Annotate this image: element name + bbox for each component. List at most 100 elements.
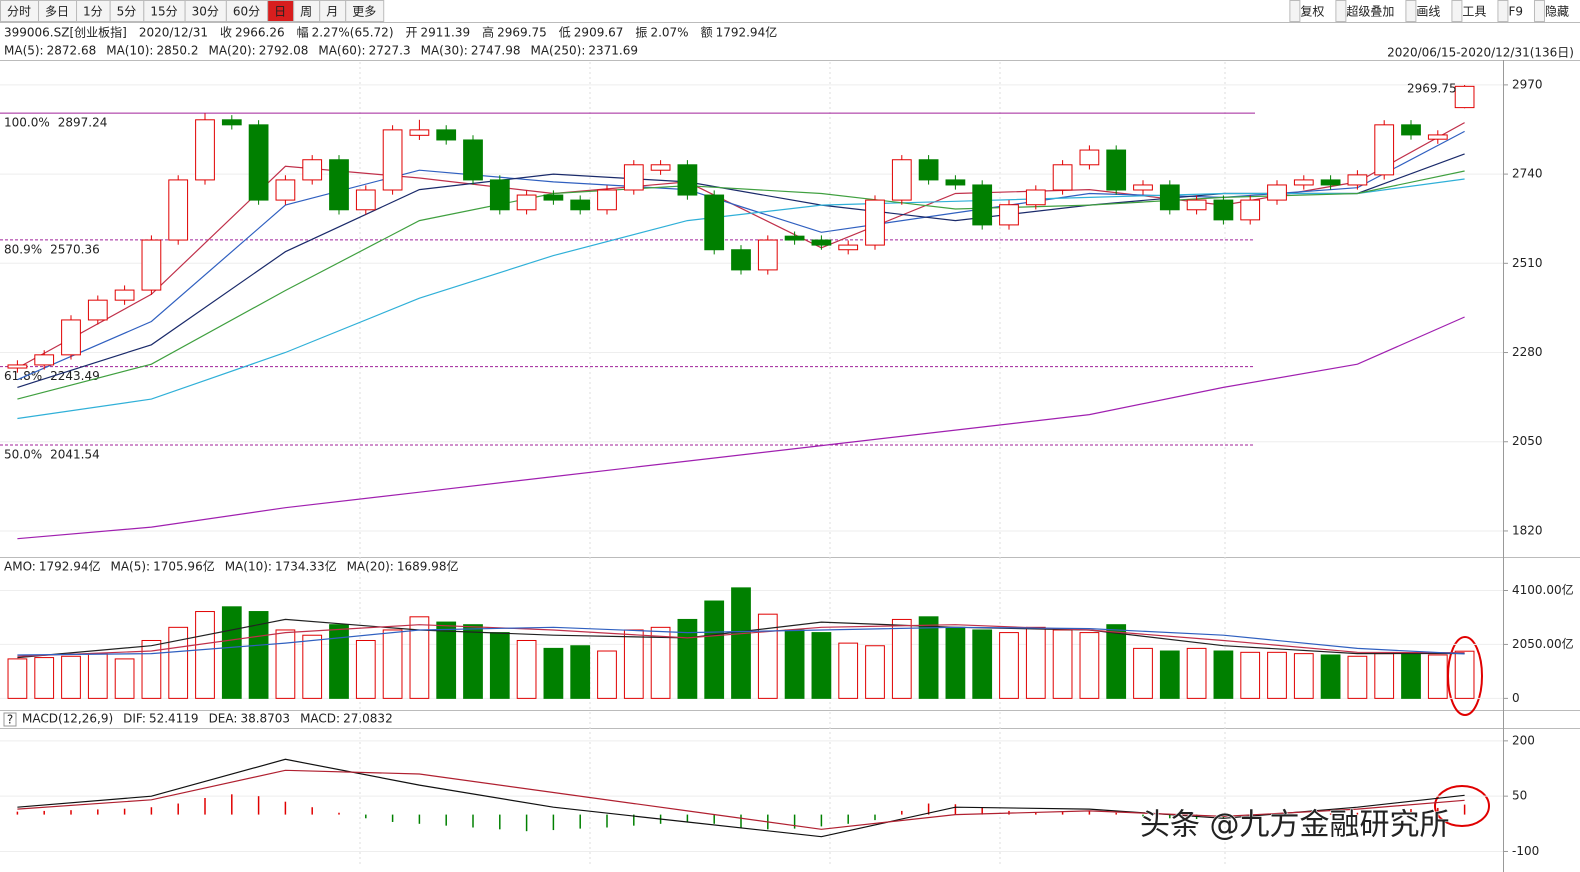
toolbar-label[interactable]: 多日 <box>45 5 69 19</box>
y-tick-label: 2740 <box>1512 167 1543 181</box>
ma-line <box>17 626 1465 656</box>
toolbar-label[interactable]: 月 <box>326 5 338 19</box>
volume-bar <box>1401 653 1421 699</box>
toolbar-button[interactable] <box>345 0 385 22</box>
help-box[interactable] <box>3 712 17 727</box>
candle-body <box>516 194 537 211</box>
quote-label: 开 <box>406 26 418 40</box>
toolbar-button[interactable] <box>1335 0 1347 22</box>
candle-body <box>1240 199 1261 221</box>
toolbar-button[interactable] <box>1451 0 1463 22</box>
volume-bar <box>302 634 323 699</box>
candle-body <box>463 139 483 181</box>
quote-date: 2020/12/31 <box>139 26 208 40</box>
ma-line <box>17 178 1465 420</box>
toolbar-label[interactable]: 日 <box>274 5 286 19</box>
toolbar-label[interactable]: 分时 <box>7 5 31 19</box>
toolbar-label[interactable]: 隐藏 <box>1545 5 1569 19</box>
legend-value: 2727.3 <box>369 44 411 58</box>
help-icon[interactable]: ? <box>7 713 13 727</box>
candle-body <box>1320 179 1341 186</box>
volume-bar <box>1213 650 1234 699</box>
volume-bar <box>141 639 162 699</box>
candle-body <box>114 289 135 301</box>
toolbar-label[interactable]: 15分 <box>150 5 177 19</box>
candle-body <box>945 179 966 186</box>
candle-body <box>382 129 403 191</box>
volume-bar <box>731 587 751 699</box>
toolbar-label[interactable]: 复权 <box>1300 5 1324 19</box>
candle-body <box>302 159 323 181</box>
legend-value: 2850.2 <box>156 44 198 58</box>
volume-bar <box>248 611 269 699</box>
volume-bar <box>1025 626 1046 699</box>
candle-body <box>838 244 859 251</box>
ma-line <box>17 618 1465 659</box>
toolbar-label[interactable]: 工具 <box>1462 5 1486 19</box>
legend-label: MA(5): <box>4 44 44 58</box>
toolbar-button[interactable] <box>1497 0 1509 22</box>
candle-body <box>650 164 671 171</box>
quote-value: 1792.94亿 <box>716 25 778 40</box>
volume-bar <box>275 629 296 699</box>
legend-value: 27.0832 <box>343 712 393 726</box>
candle-body <box>1267 184 1287 201</box>
y-tick-label: -100 <box>1512 844 1539 858</box>
candle-body <box>570 199 591 211</box>
volume-bar <box>1293 653 1314 699</box>
candle-body <box>248 124 269 201</box>
candle-body <box>597 189 617 211</box>
candle-body <box>61 319 81 356</box>
legend-label: AMO: <box>4 560 36 574</box>
legend-value: 38.8703 <box>240 712 290 726</box>
volume-bar <box>865 645 885 699</box>
volume-bar <box>436 621 457 699</box>
volume-bar <box>1240 651 1261 699</box>
toolbar-button[interactable] <box>1533 0 1545 22</box>
volume-bar <box>168 626 189 699</box>
y-tick-label: 2280 <box>1512 345 1543 359</box>
quote-value: 2.07% <box>650 26 688 40</box>
quote-label: 幅 <box>297 25 309 40</box>
legend-label: DIF: <box>123 712 146 726</box>
toolbar-label[interactable]: 30分 <box>192 5 219 19</box>
volume-bar <box>972 629 993 699</box>
toolbar-label[interactable]: 更多 <box>352 5 376 19</box>
ma-line <box>17 316 1465 540</box>
toolbar-label[interactable]: 60分 <box>233 5 260 19</box>
toolbar-button[interactable] <box>1405 0 1417 22</box>
legend-value: 1689.98亿 <box>397 559 459 574</box>
ma-line <box>17 170 1465 400</box>
toolbar-label[interactable]: 画线 <box>1416 5 1440 19</box>
ma-line <box>17 769 1465 830</box>
toolbar-label[interactable]: F9 <box>1508 5 1523 19</box>
toolbar-label[interactable]: 超级叠加 <box>1346 4 1394 19</box>
legend-title: MACD(12,26,9) <box>22 712 113 726</box>
quote-label: 高 <box>482 25 494 40</box>
y-tick-label: 2050 <box>1512 434 1543 448</box>
volume-bar <box>784 629 805 699</box>
ma-line <box>17 624 1465 657</box>
toolbar-button[interactable] <box>1289 0 1301 22</box>
toolbar-label[interactable]: 周 <box>300 5 312 19</box>
volume-bar <box>811 632 832 699</box>
candle-body <box>168 179 189 241</box>
candle-body <box>1374 124 1395 176</box>
legend-label: MA(10): <box>106 44 153 58</box>
candle-body <box>1052 164 1073 191</box>
legend-label: MA(20): <box>347 560 394 574</box>
fib-label: 50.0% <box>4 448 42 462</box>
legend-label: MACD: <box>300 712 340 726</box>
candle-body <box>1186 199 1207 211</box>
legend-label: MA(10): <box>225 560 272 574</box>
toolbar-label[interactable]: 1分 <box>83 5 103 19</box>
candle-body <box>436 129 457 141</box>
candle-body <box>1133 184 1153 191</box>
volume-bar <box>757 613 778 699</box>
candle-body <box>1025 189 1046 206</box>
candle-body <box>1079 149 1100 166</box>
candle-body <box>784 235 805 241</box>
candle-body <box>918 159 939 181</box>
toolbar-label[interactable]: 5分 <box>117 5 137 19</box>
fib-value: 2243.49 <box>50 369 100 383</box>
